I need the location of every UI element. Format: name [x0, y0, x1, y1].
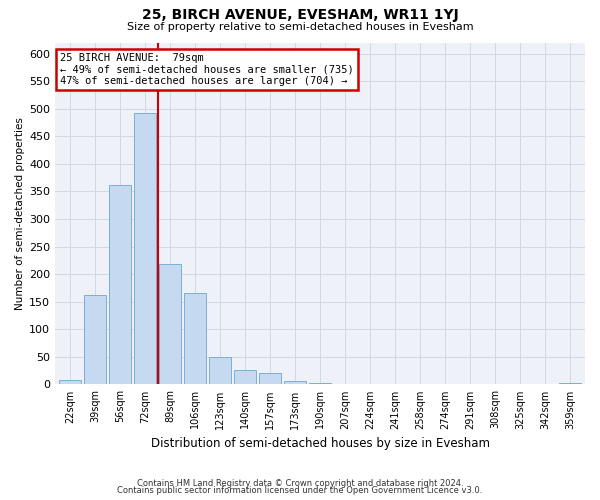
- Text: Contains HM Land Registry data © Crown copyright and database right 2024.: Contains HM Land Registry data © Crown c…: [137, 478, 463, 488]
- Bar: [84, 295, 106, 384]
- X-axis label: Distribution of semi-detached houses by size in Evesham: Distribution of semi-detached houses by …: [151, 437, 490, 450]
- Bar: [184, 294, 206, 384]
- Y-axis label: Number of semi-detached properties: Number of semi-detached properties: [15, 117, 25, 310]
- Bar: [234, 370, 256, 384]
- Bar: [159, 264, 181, 384]
- Bar: [284, 380, 307, 384]
- Bar: [134, 112, 157, 384]
- Text: 25, BIRCH AVENUE, EVESHAM, WR11 1YJ: 25, BIRCH AVENUE, EVESHAM, WR11 1YJ: [142, 8, 458, 22]
- Bar: [59, 380, 82, 384]
- Text: Contains public sector information licensed under the Open Government Licence v3: Contains public sector information licen…: [118, 486, 482, 495]
- Text: 25 BIRCH AVENUE:  79sqm
← 49% of semi-detached houses are smaller (735)
47% of s: 25 BIRCH AVENUE: 79sqm ← 49% of semi-det…: [61, 53, 354, 86]
- Bar: [259, 374, 281, 384]
- Bar: [109, 185, 131, 384]
- Text: Size of property relative to semi-detached houses in Evesham: Size of property relative to semi-detach…: [127, 22, 473, 32]
- Bar: [209, 358, 232, 384]
